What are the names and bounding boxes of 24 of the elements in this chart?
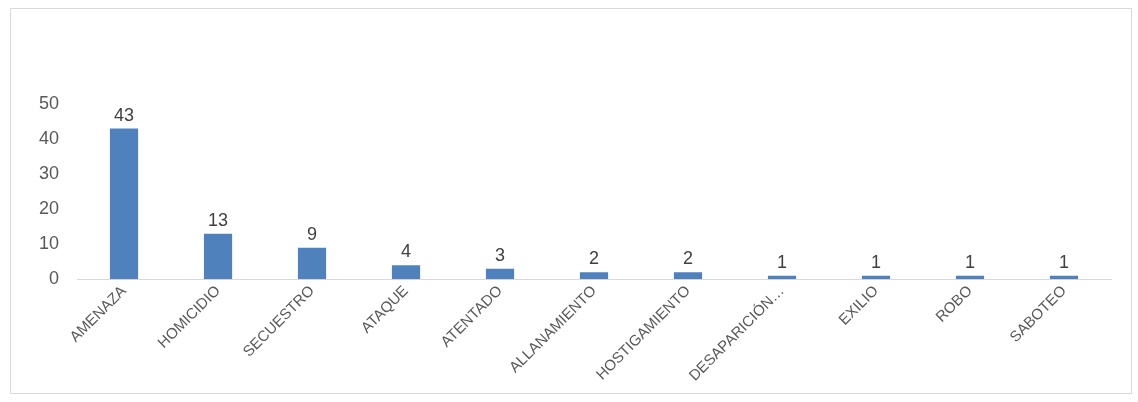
- data-label: 13: [208, 209, 229, 230]
- bar: [485, 268, 515, 280]
- y-tick-label: 20: [38, 198, 60, 219]
- bar: [297, 247, 327, 280]
- y-tick-label: 50: [38, 92, 60, 113]
- data-label: 4: [401, 241, 412, 262]
- bar: [579, 272, 609, 280]
- data-label: 2: [683, 248, 694, 269]
- bar: [391, 265, 421, 280]
- data-label: 3: [495, 244, 506, 265]
- data-label: 43: [114, 104, 135, 125]
- data-label: 1: [777, 251, 788, 272]
- bar: [109, 128, 139, 280]
- bar: [673, 272, 703, 280]
- y-tick-label: 0: [49, 268, 60, 289]
- y-tick-label: 30: [38, 163, 60, 184]
- data-label: 1: [871, 251, 882, 272]
- y-tick-label: 40: [38, 128, 60, 149]
- bar: [203, 233, 233, 280]
- data-label: 2: [589, 248, 600, 269]
- y-tick-label: 10: [38, 233, 60, 254]
- data-label: 1: [965, 251, 976, 272]
- data-label: 9: [307, 223, 318, 244]
- data-label: 1: [1058, 251, 1070, 272]
